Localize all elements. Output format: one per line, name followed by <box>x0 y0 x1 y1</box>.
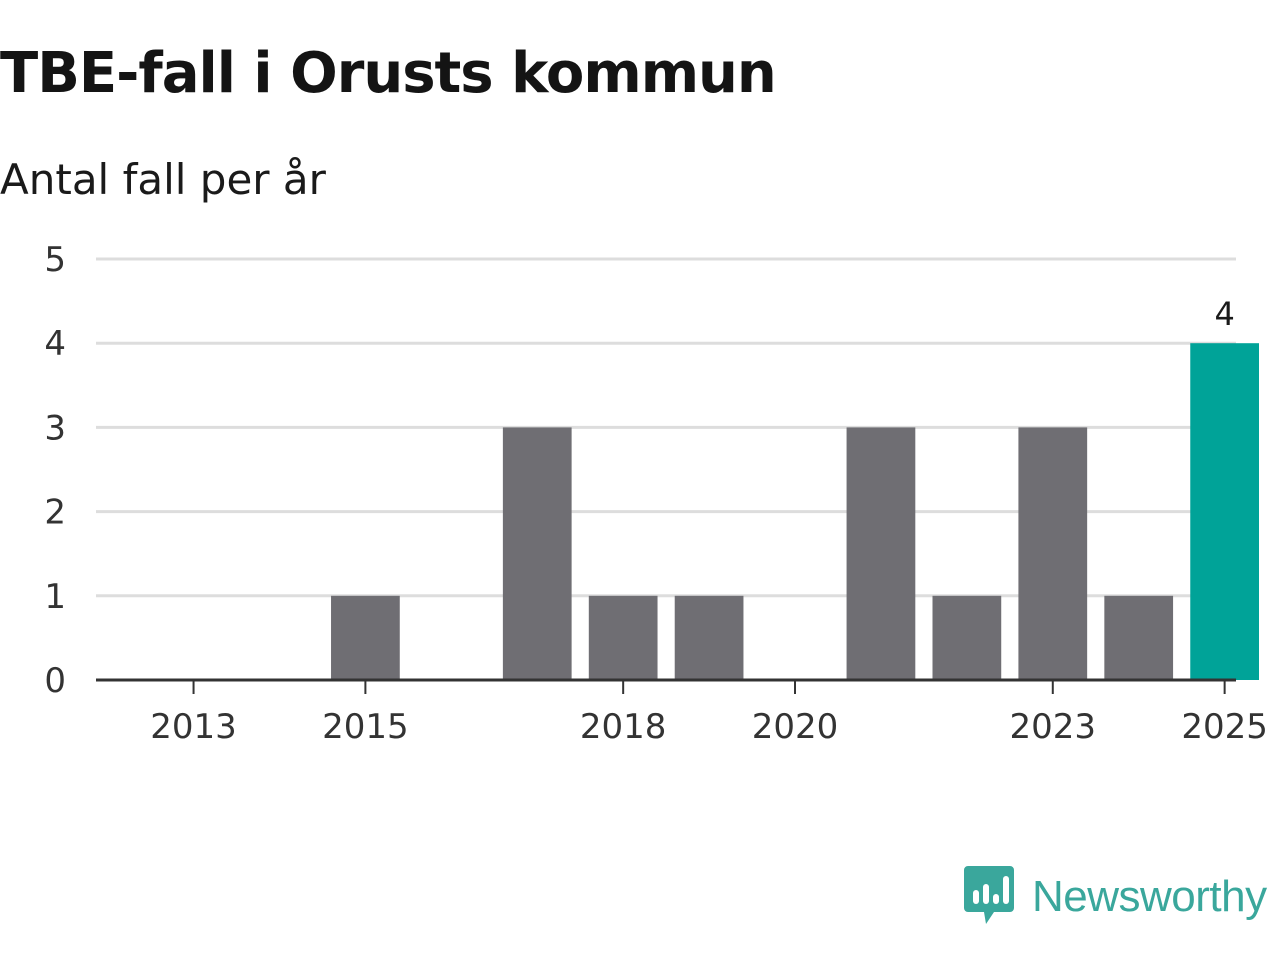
x-tick-label: 2020 <box>752 707 839 747</box>
bar-2023 <box>1018 427 1088 680</box>
bar-2017 <box>502 427 572 680</box>
bar-2019 <box>674 595 744 680</box>
y-tick-label: 0 <box>44 661 66 701</box>
x-tick-label: 2013 <box>150 707 237 747</box>
newsworthy-logo: Newsworthy <box>964 866 1267 928</box>
bar-2025 <box>1190 343 1259 680</box>
bar-2021 <box>846 427 916 680</box>
bar-2015 <box>331 595 400 680</box>
x-tick-label: 2025 <box>1181 707 1268 747</box>
y-tick-label: 1 <box>44 577 66 617</box>
x-axis: 2013 2015 2018 2020 2023 2025 <box>96 678 1268 747</box>
data-labels: 4 <box>1214 295 1234 333</box>
bar-2024 <box>1104 595 1174 680</box>
x-tick-label: 2023 <box>1010 707 1097 747</box>
bar-chart-speech-bubble-icon <box>964 866 1014 928</box>
bar-2018 <box>588 595 658 680</box>
data-label-2025: 4 <box>1214 295 1234 333</box>
chart-subtitle: Antal fall per år <box>0 155 326 204</box>
brand-name: Newsworthy <box>1032 872 1267 921</box>
y-tick-label: 4 <box>44 324 66 364</box>
bars <box>331 343 1259 680</box>
chart-title: TBE-fall i Orusts kommun <box>0 41 777 106</box>
bar-2022 <box>932 595 1002 680</box>
x-tick-label: 2015 <box>322 707 409 747</box>
y-tick-label: 5 <box>44 240 66 280</box>
y-tick-label: 3 <box>44 408 66 448</box>
x-tick-label: 2018 <box>580 707 667 747</box>
y-tick-label: 2 <box>44 493 66 533</box>
